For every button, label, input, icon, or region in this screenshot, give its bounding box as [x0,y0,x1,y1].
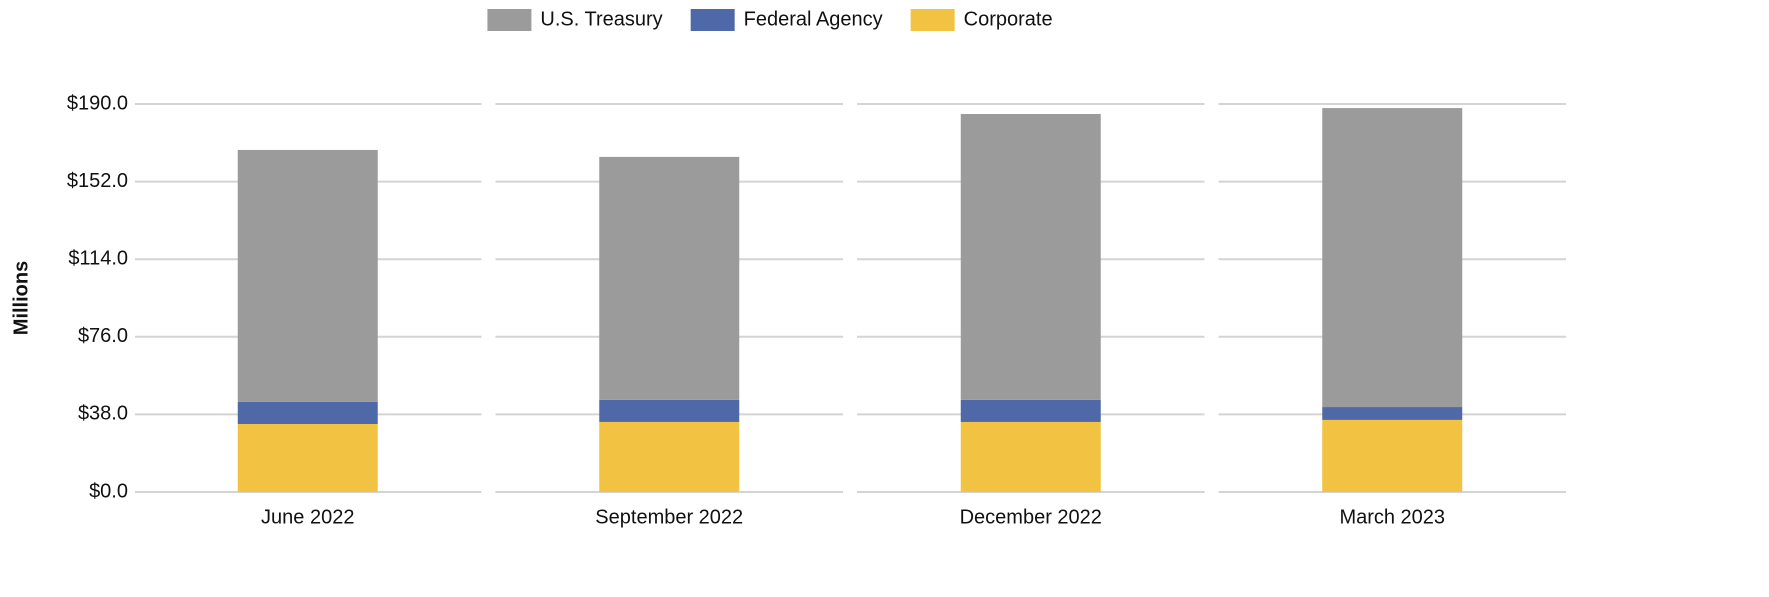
legend-label: Corporate [964,8,1053,30]
bar-segment [960,114,1101,400]
x-tick-label: December 2022 [960,506,1102,528]
legend-label: Federal Agency [744,8,883,30]
bar-segment [237,423,378,492]
legend-swatch [487,9,532,31]
bar-segment [599,156,740,400]
bar-segment [599,399,740,422]
x-tick-label: September 2022 [595,506,743,528]
bar-segment [237,401,378,424]
x-tick-label: June 2022 [261,506,354,528]
y-tick-label: $114.0 [68,247,128,269]
bar-segment [1322,108,1463,408]
y-tick-label: $0.0 [89,480,128,502]
y-tick-label: $76.0 [78,325,128,347]
y-tick-label: $190.0 [67,92,128,114]
legend-swatch [910,9,955,31]
legend-label: U.S. Treasury [540,8,662,30]
x-tick-label: March 2023 [1339,506,1445,528]
bar-segment [960,399,1101,422]
legend-swatch [690,9,735,31]
bar-segment [599,421,740,492]
bar-segment [237,149,378,402]
bar-segment [960,421,1101,492]
y-tick-label: $38.0 [78,403,128,425]
y-axis-label: Millions [10,261,32,335]
bar-segment [1322,407,1463,420]
bar-segment [1322,419,1463,492]
y-tick-label: $152.0 [67,170,128,192]
